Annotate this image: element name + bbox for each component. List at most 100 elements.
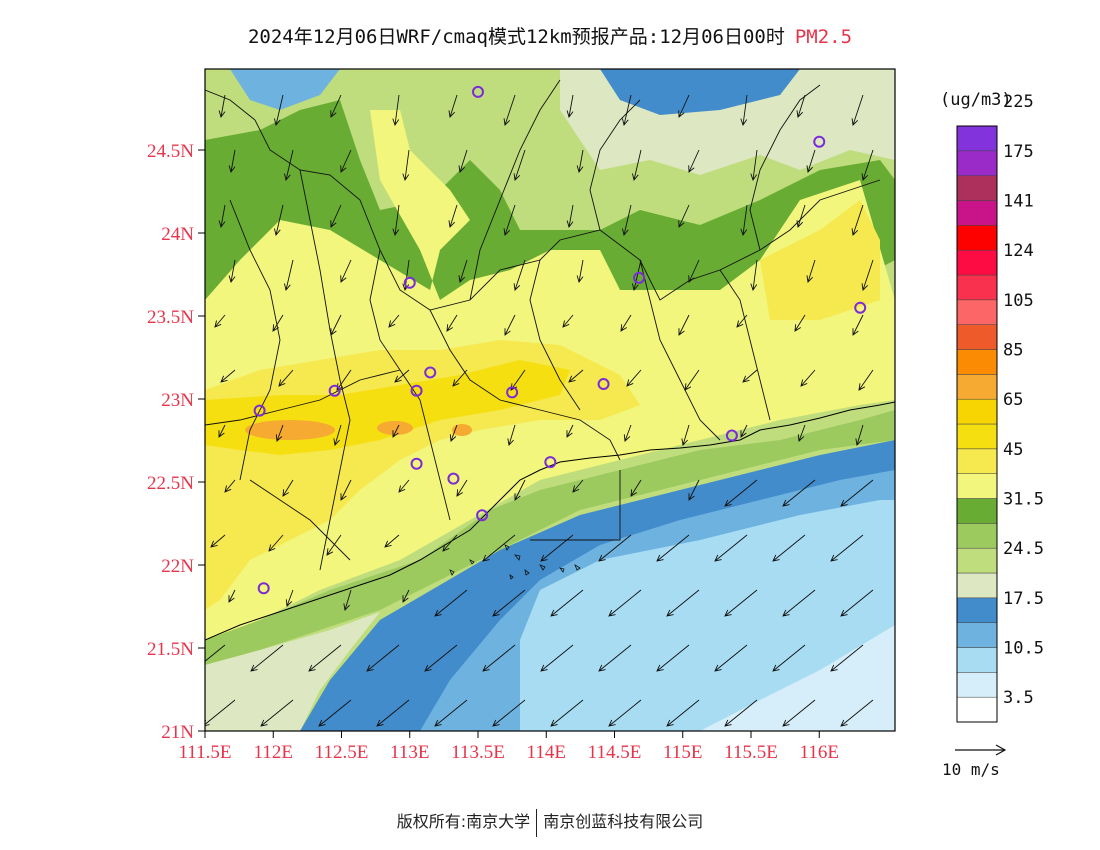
- wind-arrow: [392, 94, 400, 126]
- wind-arrow: [632, 259, 642, 291]
- colorbar-swatch: [956, 696, 998, 723]
- wind-arrow: [434, 589, 468, 617]
- wind-arrow: [782, 589, 816, 617]
- wind-arrow: [228, 259, 236, 283]
- station-marker: [253, 404, 266, 417]
- station-marker: [447, 472, 460, 485]
- wind-arrow: [308, 644, 342, 672]
- wind-arrow: [250, 644, 284, 672]
- copyright-left: 版权所有:南京大学: [396, 812, 531, 831]
- colorbar-label: 17.5: [1003, 589, 1044, 609]
- field-orange-patch-2: [377, 421, 413, 435]
- station-marker: [476, 509, 489, 522]
- wind-arrow: [562, 314, 574, 328]
- wind-vectors: [205, 94, 874, 727]
- wind-arrow: [275, 424, 284, 442]
- wind-arrow: [576, 259, 584, 283]
- wind-arrow: [666, 699, 700, 727]
- lat-tick-label: 23N: [161, 390, 194, 411]
- copyright-footer: 版权所有:南京大学 南京创蓝科技有限公司: [0, 808, 1100, 837]
- wind-arrow: [448, 204, 458, 228]
- wind-arrow: [284, 259, 294, 291]
- station-marker: [854, 301, 867, 314]
- lon-tick-label: 112.5E: [315, 742, 369, 763]
- colorbar-swatch: [956, 622, 998, 648]
- station-marker: [410, 457, 423, 470]
- field-blue-north: [600, 69, 800, 115]
- wind-arrow: [622, 204, 632, 236]
- colorbar-swatch: [956, 374, 998, 400]
- field-coastal-light: [205, 612, 380, 731]
- station-marker: [725, 429, 738, 442]
- colorbar-label: 105: [1003, 291, 1034, 311]
- wind-arrow: [772, 534, 806, 562]
- wind-arrow: [482, 644, 516, 672]
- colorbar-swatch: [956, 349, 998, 375]
- colorbar-swatch: [956, 200, 998, 226]
- wind-arrow: [851, 204, 864, 236]
- wind-arrow: [392, 204, 400, 236]
- wind-arrow: [797, 424, 806, 442]
- wind-arrow: [424, 644, 458, 672]
- wind-arrow: [218, 94, 226, 118]
- wind-arrow: [456, 479, 468, 497]
- wind-arrow: [724, 589, 758, 617]
- lat-tick-label: 22.5N: [147, 473, 194, 494]
- wind-arrow: [214, 314, 226, 328]
- lon-tick-label: 114E: [527, 742, 566, 763]
- wind-arrow: [861, 149, 874, 181]
- station-marker: [403, 276, 416, 289]
- colorbar-label: 65: [1003, 390, 1023, 410]
- wind-arrow: [851, 94, 864, 126]
- wind-arrow: [840, 589, 874, 617]
- wind-arrow: [630, 479, 642, 497]
- colorbar-swatch: [956, 150, 998, 176]
- colorbar-swatch: [956, 498, 998, 524]
- station-marker: [410, 384, 423, 397]
- lat-tick-label: 24.5N: [147, 141, 194, 162]
- wind-arrow: [806, 149, 816, 173]
- wind-arrow: [376, 699, 410, 727]
- colorbar-label: 225: [1003, 92, 1034, 112]
- wind-arrow: [740, 204, 748, 236]
- wind-arrow: [503, 204, 516, 236]
- wind-arrow: [688, 259, 700, 283]
- lon-tick-label: 114.5E: [588, 742, 642, 763]
- colorbar-label: 31.5: [1003, 490, 1044, 510]
- wind-arrow: [796, 204, 806, 228]
- wind-arrow: [684, 369, 700, 391]
- wind-arrow: [572, 479, 584, 493]
- station-marker: [472, 85, 484, 98]
- wind-reference-label: 10 m/s: [942, 760, 1000, 779]
- wind-arrow: [504, 314, 516, 336]
- wind-arrow: [861, 259, 874, 291]
- wind-arrow: [688, 479, 700, 501]
- wind-arrow: [678, 204, 690, 228]
- wind-arrow: [566, 424, 574, 438]
- wind-arrow: [507, 424, 516, 446]
- colorbar-swatch: [956, 274, 998, 301]
- station-marker: [633, 271, 646, 284]
- wind-arrow: [326, 534, 342, 556]
- station-marker: [544, 456, 557, 469]
- wind-arrow: [782, 699, 816, 727]
- wind-arrow: [666, 589, 700, 617]
- colorbar-frame: [956, 125, 998, 723]
- wind-arrow: [714, 644, 748, 672]
- wind-arrow: [205, 699, 236, 727]
- wind-arrow: [800, 369, 816, 387]
- wind-arrow: [330, 94, 342, 118]
- lon-tick-label: 113.5E: [451, 742, 505, 763]
- wind-arrow: [740, 424, 748, 438]
- wind-arrow: [782, 479, 816, 507]
- lat-tick-label: 21N: [161, 722, 194, 743]
- colorbar-swatch: [956, 423, 998, 450]
- wind-arrow: [830, 534, 864, 562]
- lat-tick-label: 23.5N: [147, 307, 194, 328]
- wind-arrow: [402, 149, 410, 181]
- wind-arrow: [513, 149, 526, 181]
- wind-arrow: [260, 699, 294, 727]
- wind-arrow: [550, 699, 584, 727]
- lon-tick-label: 111.5E: [179, 742, 232, 763]
- wind-arrow: [514, 479, 526, 501]
